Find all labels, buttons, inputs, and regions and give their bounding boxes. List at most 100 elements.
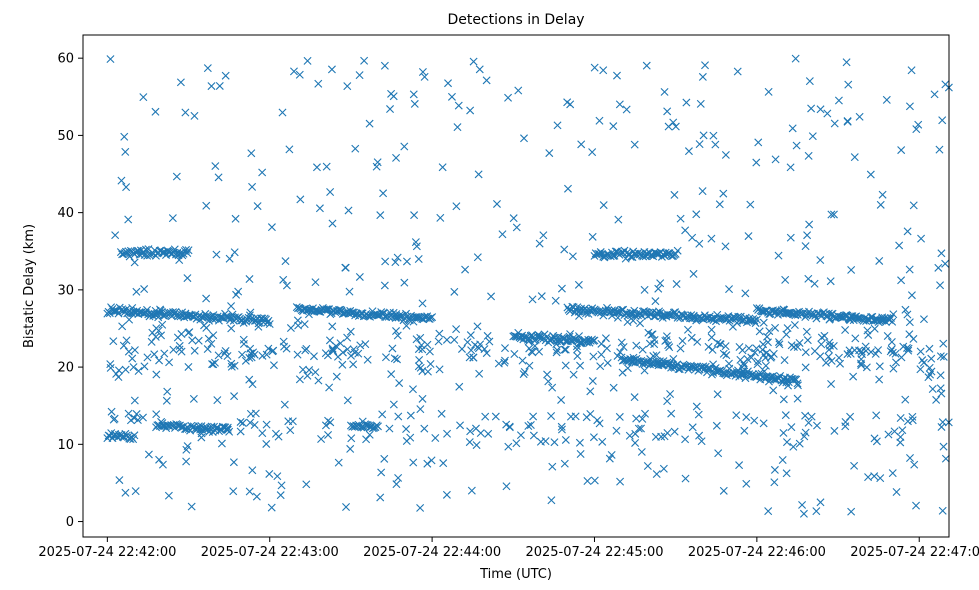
scatter-point xyxy=(239,335,248,344)
scatter-point xyxy=(170,245,179,254)
scatter-point xyxy=(566,330,575,339)
scatter-point xyxy=(857,347,866,356)
scatter-point xyxy=(855,112,864,121)
scatter-point xyxy=(709,360,718,369)
scatter-point xyxy=(328,344,337,353)
scatter-point xyxy=(372,162,381,171)
scatter-point xyxy=(402,321,411,330)
scatter-point xyxy=(476,340,485,349)
scatter-point xyxy=(805,220,814,229)
scatter-point xyxy=(759,419,768,428)
scatter-point xyxy=(721,242,730,251)
scatter-point xyxy=(389,400,398,409)
scatter-point xyxy=(561,345,570,354)
scatter-point xyxy=(529,412,538,421)
scatter-point xyxy=(820,331,829,340)
scatter-point xyxy=(575,438,584,447)
scatter-point xyxy=(111,231,120,240)
scatter-point xyxy=(696,99,705,108)
scatter-point xyxy=(342,503,351,512)
scatter-point xyxy=(450,287,459,296)
scatter-point xyxy=(597,339,606,348)
scatter-point xyxy=(227,362,236,371)
scatter-point xyxy=(659,464,668,473)
scatter-point xyxy=(589,336,598,345)
scatter-point xyxy=(376,211,385,220)
scatter-point xyxy=(616,477,625,486)
scatter-point xyxy=(830,119,839,128)
scatter-point xyxy=(563,184,572,193)
scatter-point xyxy=(130,396,139,405)
x-tick-label: 2025-07-24 22:47:00 xyxy=(850,545,979,560)
scatter-point xyxy=(402,257,411,266)
scatter-point xyxy=(547,496,556,505)
scatter-point xyxy=(548,462,557,471)
scatter-point xyxy=(557,395,566,404)
scatter-point xyxy=(189,394,198,403)
scatter-point xyxy=(265,320,274,329)
scatter-point xyxy=(917,234,926,243)
scatter-point xyxy=(599,201,608,210)
scatter-point xyxy=(763,338,772,347)
scatter-point xyxy=(229,487,238,496)
scatter-point xyxy=(781,275,790,284)
scatter-point xyxy=(130,413,139,422)
scatter-point xyxy=(509,214,518,223)
scatter-point xyxy=(298,365,307,374)
scatter-point xyxy=(176,78,185,87)
scatter-point xyxy=(402,437,411,446)
scatter-point xyxy=(418,68,427,77)
scatter-point xyxy=(106,55,115,64)
scatter-point xyxy=(936,281,945,290)
scatter-point xyxy=(487,292,496,301)
scatter-point xyxy=(322,305,331,314)
scatter-point xyxy=(816,105,825,114)
scatter-point xyxy=(644,328,653,337)
scatter-point xyxy=(394,473,403,482)
scatter-point xyxy=(435,365,444,374)
scatter-point xyxy=(901,395,910,404)
scatter-point xyxy=(576,450,585,458)
scatter-point xyxy=(804,151,813,160)
scatter-point xyxy=(684,365,693,374)
scatter-point xyxy=(786,163,795,172)
scatter-point xyxy=(876,200,885,209)
scatter-point xyxy=(846,349,855,358)
scatter-point xyxy=(607,450,616,459)
scatter-point xyxy=(575,332,584,341)
scatter-point xyxy=(541,437,550,446)
x-tick-label: 2025-07-24 22:43:00 xyxy=(201,545,339,560)
scatter-point xyxy=(380,61,389,70)
scatter-point xyxy=(241,356,250,365)
scatter-point xyxy=(613,313,622,322)
scatter-point xyxy=(649,352,658,361)
scatter-point xyxy=(841,422,850,431)
scatter-point xyxy=(631,312,640,321)
scatter-point xyxy=(589,433,598,442)
scatter-point xyxy=(151,332,160,341)
scatter-point xyxy=(583,477,592,485)
scatter-point xyxy=(788,124,797,133)
scatter-point xyxy=(209,311,218,320)
scatter-point xyxy=(703,364,712,373)
scatter-point xyxy=(576,361,585,370)
scatter-point xyxy=(387,370,396,379)
scatter-point xyxy=(752,344,761,353)
scatter-point xyxy=(131,487,140,496)
scatter-point xyxy=(285,145,294,154)
scatter-point xyxy=(128,354,137,363)
scatter-point xyxy=(202,201,211,210)
scatter-point xyxy=(866,348,875,357)
scatter-point xyxy=(770,465,779,474)
scatter-point xyxy=(891,358,900,367)
scatter-point xyxy=(615,100,624,109)
scatter-point xyxy=(566,412,575,421)
scatter-point xyxy=(939,339,948,348)
scatter-point xyxy=(415,355,424,364)
scatter-point xyxy=(836,312,845,321)
scatter-point xyxy=(160,349,169,358)
scatter-point xyxy=(516,431,525,440)
scatter-point xyxy=(362,435,371,444)
scatter-point xyxy=(857,355,866,364)
x-axis-label: Time (UTC) xyxy=(479,567,552,582)
